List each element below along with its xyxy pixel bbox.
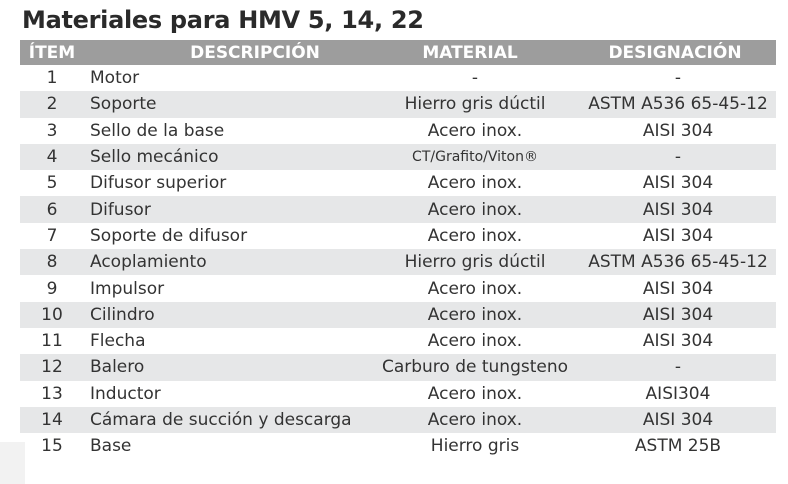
material: Acero inox. — [427, 225, 523, 246]
item-number: 5 — [46, 173, 58, 194]
table-row: 7 Soporte de difusor Acero inox. AISI 304 — [20, 223, 776, 249]
table-row: 6 Difusor Acero inox. AISI 304 — [20, 196, 776, 223]
table-row: 13 Inductor Acero inox. AISI304 — [20, 381, 776, 407]
description: Motor — [90, 68, 140, 89]
item-number: 10 — [41, 304, 63, 325]
item-number: 4 — [46, 147, 58, 168]
table-row: 5 Difusor superior Acero inox. AISI 304 — [20, 170, 776, 196]
material: Hierro gris — [430, 436, 520, 457]
description: Impulsor — [90, 278, 165, 299]
designation: AISI 304 — [642, 225, 714, 246]
designation: - — [674, 357, 682, 378]
description: Difusor superior — [90, 173, 227, 194]
table-row: 1 Motor - - — [20, 65, 776, 91]
material: CT/Grafito/Viton® — [412, 149, 538, 166]
description: Soporte de difusor — [90, 225, 248, 246]
table-row: 10 Cilindro Acero inox. AISI 304 — [20, 301, 776, 328]
item-number: 11 — [41, 331, 63, 352]
description: Base — [90, 436, 132, 457]
designation: AISI 304 — [642, 199, 714, 220]
table-row: 2 Soporte Hierro gris dúctil ASTM A536 65-4… — [20, 91, 776, 118]
item-number: 12 — [41, 357, 63, 378]
designation: - — [674, 68, 682, 89]
description: Cámara de succión y descarga — [90, 410, 352, 430]
item-number: 3 — [46, 120, 58, 141]
material: Acero inox. — [427, 173, 523, 194]
designation: AISI 304 — [642, 331, 714, 352]
material: Hierro gris dúctil — [404, 94, 546, 115]
table-row: 14 Cámara de succión y descarga Acero inox… — [20, 406, 776, 434]
designation: AISI 304 — [642, 278, 714, 299]
designation: AISI 304 — [642, 410, 714, 430]
header-material: MATERIAL — [422, 42, 518, 63]
designation: - — [674, 147, 682, 168]
table-row: 15 Base Hierro gris ASTM 25B — [20, 433, 776, 459]
description: Sello mecánico — [90, 147, 219, 168]
description: Soporte — [90, 94, 157, 115]
designation: ASTM A536 65-45-12 — [588, 252, 768, 273]
table-row: 9 Impulsor Acero inox. AISI 304 — [20, 275, 776, 301]
description: Acoplamiento — [90, 252, 207, 273]
materials-table: ÍTEM DESCRIPCIÓN MATERIAL DESIGNACIÓN 1 M… — [20, 40, 776, 459]
designation: AISI304 — [645, 383, 711, 404]
description: Difusor — [90, 199, 151, 220]
material: Acero inox. — [427, 199, 523, 220]
page-title: Materiales para HMV 5, 14, 22 — [22, 6, 424, 34]
item-number: 6 — [46, 199, 58, 220]
item-number: 13 — [41, 383, 63, 404]
material: Acero inox. — [427, 383, 523, 404]
item-number: 9 — [46, 278, 58, 299]
description: Balero — [90, 357, 145, 378]
material: Acero inox. — [427, 410, 523, 430]
material: Acero inox. — [427, 304, 523, 325]
item-number: 8 — [46, 252, 58, 273]
designation: ASTM 25B — [634, 436, 722, 457]
material: Hierro gris dúctil — [404, 252, 546, 273]
header-designation: DESIGNACIÓN — [608, 42, 742, 63]
item-number: 7 — [46, 225, 58, 246]
material: - — [471, 68, 479, 89]
table-row: 8 Acoplamiento Hierro gris dúctil ASTM A536… — [20, 249, 776, 276]
description: Cilindro — [90, 304, 155, 325]
material: Carburo de tungsteno — [381, 357, 569, 378]
description: Sello de la base — [90, 120, 225, 141]
corner-block — [0, 442, 25, 484]
description: Inductor — [90, 383, 161, 404]
material: Acero inox. — [427, 278, 523, 299]
item-number: 14 — [41, 410, 63, 430]
header-item: ÍTEM — [28, 42, 76, 63]
designation: ASTM A536 65-45-12 — [588, 94, 768, 115]
item-number: 1 — [46, 68, 58, 89]
designation: AISI 304 — [642, 173, 714, 194]
table-row: 4 Sello mecánico CT/Grafito/Viton® - — [20, 143, 776, 171]
designation: AISI 304 — [642, 304, 714, 325]
table-row: 3 Sello de la base Acero inox. AISI 304 — [20, 118, 776, 144]
material: Acero inox. — [427, 120, 523, 141]
table-row: 11 Flecha Acero inox. AISI 304 — [20, 328, 776, 354]
material: Acero inox. — [427, 331, 523, 352]
description: Flecha — [90, 331, 146, 352]
header-description: DESCRIPCIÓN — [190, 42, 320, 63]
table-row: 12 Balero Carburo de tungsteno - — [20, 354, 776, 381]
item-number: 15 — [41, 436, 63, 457]
table-header: ÍTEM DESCRIPCIÓN MATERIAL DESIGNACIÓN — [20, 40, 776, 65]
designation: AISI 304 — [642, 120, 714, 141]
item-number: 2 — [46, 94, 58, 115]
